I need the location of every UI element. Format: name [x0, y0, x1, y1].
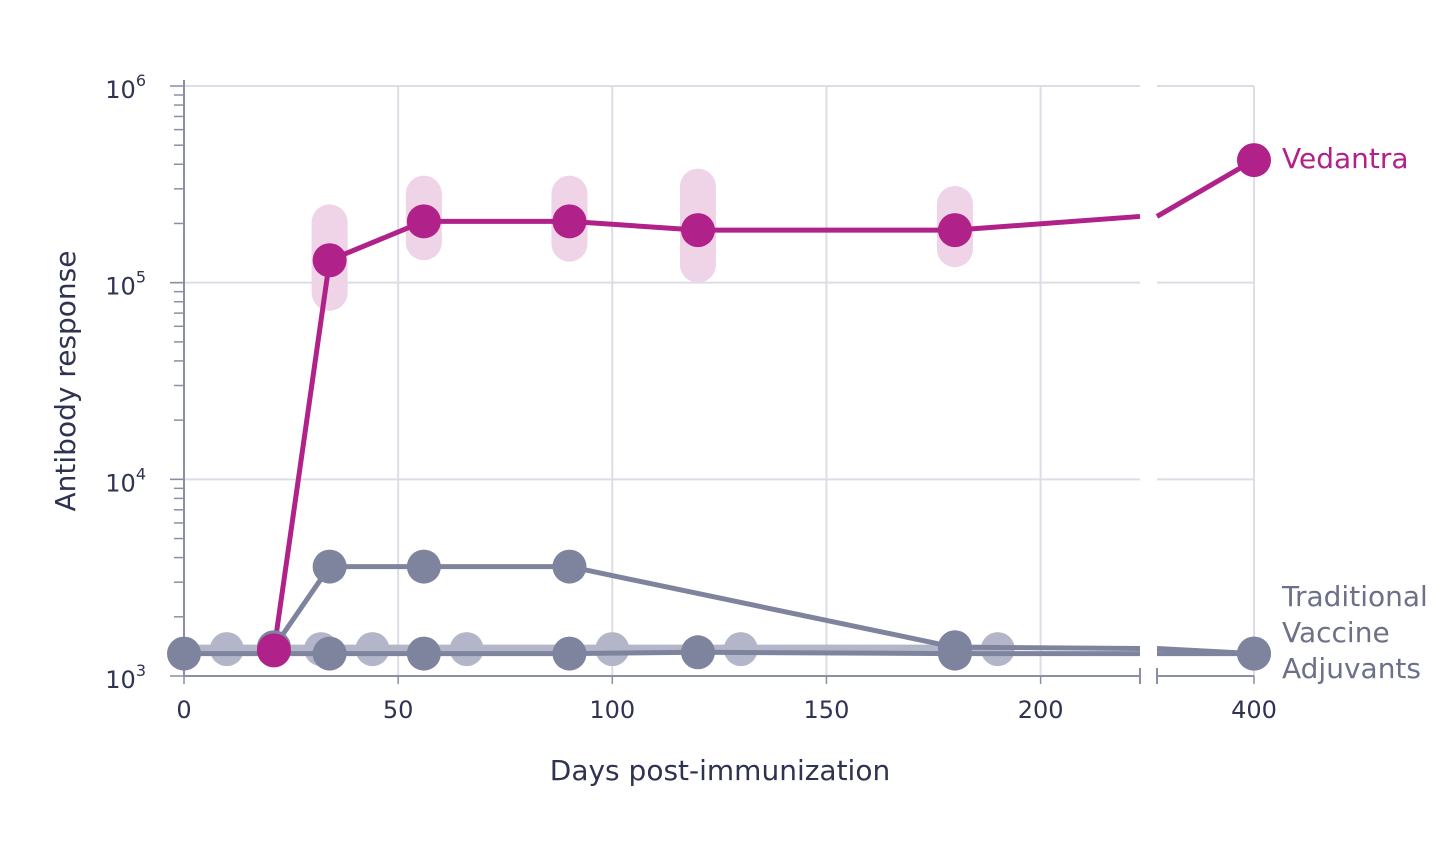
labels: 103 104 105 106 0 50 100 150 200 400 Days post-imm… — [49, 71, 1428, 787]
legend-label-vedantra: Vedantra — [1282, 142, 1409, 175]
traditional-baseline-point — [680, 635, 715, 670]
legend-label-traditional: Adjuvants — [1282, 652, 1421, 685]
vedantra-series-line — [271, 213, 1141, 651]
legend-label-traditional: Vaccine — [1282, 616, 1390, 649]
y-tick-label: 104 — [105, 464, 146, 497]
x-tick-label: 100 — [589, 696, 635, 724]
traditional-baseline-point — [406, 636, 441, 671]
y-tick-label: 103 — [105, 661, 146, 694]
vedantra-series-point — [256, 633, 291, 668]
x-tick-label: 200 — [1018, 696, 1064, 724]
traditional-series-line — [271, 564, 1141, 651]
traditional-baseline-point — [167, 636, 201, 671]
axes — [170, 80, 1255, 684]
y-tick-label: 105 — [105, 268, 146, 301]
vedantra-series-point — [937, 213, 972, 248]
y-tick-label: 106 — [105, 71, 146, 104]
traditional-series-point — [312, 549, 347, 584]
y-axis-label: Antibody response — [49, 251, 82, 512]
x-tick-label: 50 — [383, 696, 414, 724]
vedantra-series-line-right — [1155, 157, 1256, 219]
traditional-series-point — [937, 630, 972, 665]
vedantra-series-point — [312, 243, 347, 278]
traditional-baseline-point — [552, 636, 587, 671]
x-tick-label: 150 — [804, 696, 850, 724]
traditional-series-point — [552, 549, 587, 584]
vedantra-series-point — [552, 204, 587, 239]
vedantra-series-point — [1237, 143, 1271, 178]
traditional-baseline-point — [312, 636, 347, 671]
x-axis-label: Days post-immunization — [550, 754, 890, 787]
x-tick-label: 0 — [176, 696, 191, 724]
traditional-series-point — [406, 549, 441, 584]
grid — [184, 85, 1255, 676]
traditional-series-point — [1237, 636, 1271, 671]
vedantra-series-point — [406, 204, 441, 239]
legend-label-traditional: Traditional — [1281, 580, 1428, 613]
x-tick-label: 400 — [1231, 696, 1277, 724]
series-marks — [167, 143, 1271, 671]
vedantra-series-point — [680, 213, 715, 248]
